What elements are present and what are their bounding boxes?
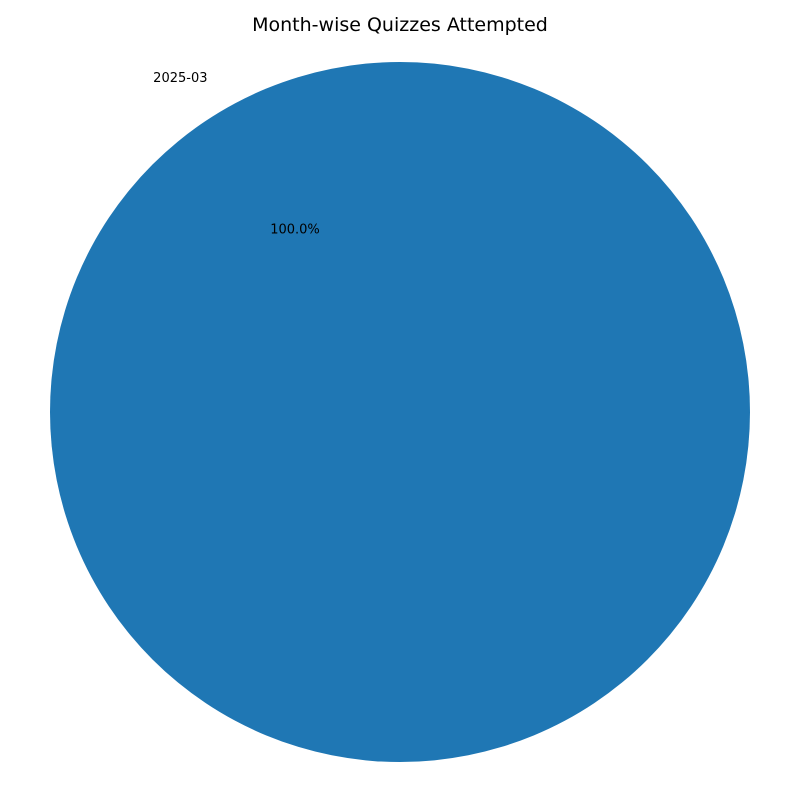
- pie-slices: [50, 62, 750, 762]
- pie-slice-2025-03: [50, 62, 750, 762]
- pie-labels: 100.0% 2025-03: [153, 71, 320, 238]
- slice-percent-label: 100.0%: [270, 223, 320, 238]
- chart-title: Month-wise Quizzes Attempted: [252, 14, 548, 36]
- slice-category-label: 2025-03: [153, 71, 207, 86]
